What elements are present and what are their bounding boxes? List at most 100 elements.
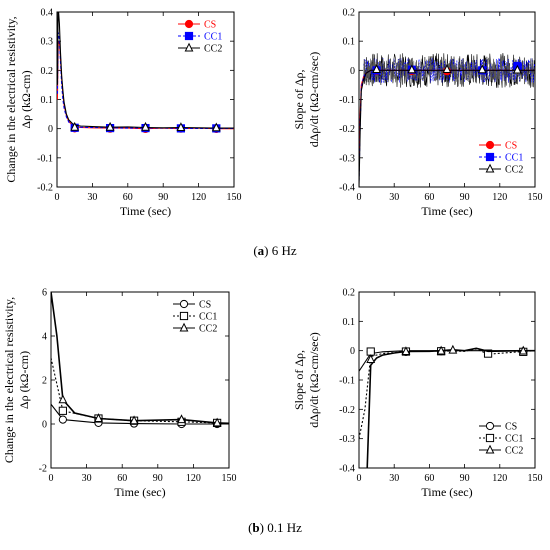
caption-b: (b) 0.1 Hz <box>248 520 302 535</box>
y-tick-label: 0.2 <box>41 66 54 77</box>
legend-marker <box>485 421 495 431</box>
data-point-cc1 <box>483 349 493 358</box>
legend-label-cc1: CC1 <box>204 32 222 43</box>
legend-label-cs: CS <box>199 300 211 311</box>
x-tick-label: 90 <box>460 473 470 484</box>
y-tick-label: 0 <box>48 124 53 135</box>
y-axis-label-line1: Slope of Δρ, <box>292 69 306 129</box>
y-axis-label-line2: Δρ (kΩ-cm) <box>17 351 31 409</box>
legend-label-cc1: CC1 <box>199 312 217 323</box>
caption-a-text: 6 Hz <box>271 243 297 258</box>
legend-marker <box>179 322 189 332</box>
data-point-cc1 <box>366 347 375 356</box>
data-point-cc2 <box>477 64 487 74</box>
y-tick-label: -0.2 <box>37 183 53 194</box>
y-axis-label-line2: dΔρ/dt (kΩ-cm/sec) <box>307 52 321 148</box>
x-tick-label: 60 <box>117 473 127 484</box>
x-tick-label: 150 <box>227 192 242 203</box>
legend-label-cc2: CC2 <box>505 165 523 176</box>
y-tick-label: -0.3 <box>339 153 355 164</box>
data-point-cc2 <box>176 122 186 131</box>
data-point-cc2 <box>442 64 452 73</box>
caption-b-letter: b <box>252 520 260 535</box>
y-tick-label: 4 <box>42 332 47 343</box>
data-point-cc2 <box>141 121 150 131</box>
legend-label-cc1: CC1 <box>505 153 523 164</box>
y-axis-label-line1: Change in the electrical resistivity, <box>4 16 18 182</box>
legend-label-cc1: CC1 <box>505 434 523 445</box>
legend-label-cc2: CC2 <box>204 44 222 55</box>
legend-label-cs: CS <box>505 141 517 152</box>
y-axis-label-line1: Slope of Δρ, <box>292 350 306 410</box>
y-tick-label: -0.4 <box>339 464 355 475</box>
legend-marker <box>184 31 194 41</box>
plot-frame <box>358 11 536 188</box>
y-tick-label: -0.2 <box>339 405 355 416</box>
y-tick-label: 0.1 <box>41 95 54 106</box>
plot-frame <box>50 291 230 469</box>
x-tick-label: 0 <box>55 192 60 203</box>
data-point-cc2 <box>211 122 221 132</box>
x-tick-label: 120 <box>191 192 206 203</box>
y-axis-label-line2: dΔρ/dt (kΩ-cm/sec) <box>307 332 321 428</box>
caption-b-text: 0.1 Hz <box>267 520 302 535</box>
legend-marker <box>485 152 495 162</box>
x-tick-label: 0 <box>357 192 362 203</box>
y-tick-label: 0.1 <box>343 317 356 328</box>
y-tick-label: -0.1 <box>37 153 53 164</box>
data-point-cc2 <box>448 344 458 354</box>
legend-label-cs: CS <box>204 20 216 31</box>
data-point-cc2 <box>70 121 80 131</box>
x-tick-label: 120 <box>492 192 507 203</box>
legend-marker <box>485 444 495 454</box>
y-tick-label: -2 <box>39 464 47 475</box>
x-tick-label: 150 <box>528 473 543 484</box>
plot-frame <box>358 291 536 469</box>
plot-area <box>57 12 234 134</box>
data-point-cc2 <box>177 414 186 424</box>
legend-label-cc2: CC2 <box>505 446 523 457</box>
x-axis-label: Time (sec) <box>421 204 472 218</box>
y-tick-label: 0.4 <box>41 8 54 19</box>
y-tick-label: 0 <box>350 66 355 77</box>
x-tick-label: 30 <box>389 192 399 203</box>
data-point-cs <box>58 415 67 424</box>
chart-a-right: -0.4 -0.3 -0.2 -0.1 0 0.1 0.2 0 30 60 90 120 150 Time… <box>292 8 543 219</box>
x-tick-label: 120 <box>186 473 201 484</box>
data-point-cc2 <box>512 64 522 74</box>
chart-a-left: -0.2 -0.1 0 0.1 0.2 0.3 0.4 0 30 60 90 120 150 Time (… <box>4 8 242 219</box>
y-axis-label-line1: Change in the electrical resistivity, <box>2 297 16 463</box>
x-axis-label: Time (sec) <box>114 485 165 499</box>
x-tick-label: 30 <box>389 473 399 484</box>
x-tick-label: 90 <box>153 473 163 484</box>
y-tick-label: 0 <box>42 420 47 431</box>
x-tick-label: 150 <box>222 473 237 484</box>
legend-marker <box>485 140 495 150</box>
x-tick-label: 150 <box>528 192 543 203</box>
y-axis-label-line2: Δρ (kΩ-cm) <box>19 70 33 128</box>
x-tick-label: 90 <box>460 192 470 203</box>
y-tick-label: 0.1 <box>343 37 356 48</box>
y-tick-label: 0 <box>350 346 355 357</box>
data-point-cc1 <box>58 406 67 415</box>
legend-marker <box>485 433 495 443</box>
x-tick-label: 0 <box>49 473 54 484</box>
y-tick-label: 0.2 <box>343 288 356 299</box>
legend-marker <box>184 19 194 29</box>
data-point-cc2 <box>94 413 103 422</box>
x-axis-label: Time (sec) <box>120 204 171 218</box>
legend-marker <box>184 42 194 52</box>
y-tick-label: -0.1 <box>339 95 355 106</box>
x-tick-label: 30 <box>82 473 92 484</box>
data-point-cc2 <box>436 345 446 355</box>
y-tick-label: 2 <box>42 376 47 387</box>
data-point-cc2 <box>518 345 528 355</box>
plot-frame <box>56 11 235 188</box>
plot-area <box>51 292 229 429</box>
caption-a-letter: a <box>257 243 265 258</box>
x-tick-label: 30 <box>87 192 97 203</box>
x-tick-label: 60 <box>424 473 434 484</box>
y-tick-label: -0.3 <box>339 434 355 445</box>
y-tick-label: 6 <box>42 288 47 299</box>
